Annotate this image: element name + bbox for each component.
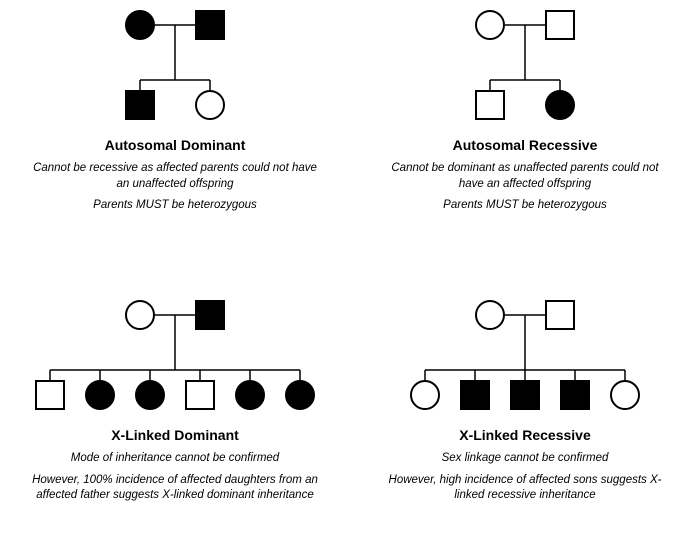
child-3 (511, 381, 539, 409)
child-4 (186, 381, 214, 409)
parent-1 (476, 301, 504, 329)
panel-autosomal-dominant: Autosomal Dominant Cannot be recessive a… (0, 0, 350, 220)
child-1 (36, 381, 64, 409)
title-x-linked-dominant: X-Linked Dominant (0, 427, 350, 443)
child-2 (196, 91, 224, 119)
child-1 (126, 91, 154, 119)
child-4 (561, 381, 589, 409)
desc2-autosomal-recessive: Parents MUST be heterozygous (380, 198, 670, 214)
parent-1 (126, 11, 154, 39)
panel-x-linked-recessive: X-Linked Recessive Sex linkage cannot be… (350, 290, 700, 510)
desc2-x-linked-dominant: However, 100% incidence of affected daug… (30, 473, 320, 504)
desc2-x-linked-recessive: However, high incidence of affected sons… (380, 473, 670, 504)
child-2 (461, 381, 489, 409)
panel-autosomal-recessive: Autosomal Recessive Cannot be dominant a… (350, 0, 700, 220)
desc1-autosomal-dominant: Cannot be recessive as affected parents … (30, 161, 320, 192)
panel-x-linked-dominant: X-Linked Dominant Mode of inheritance ca… (0, 290, 350, 510)
child-3 (136, 381, 164, 409)
title-x-linked-recessive: X-Linked Recessive (350, 427, 700, 443)
child-5 (611, 381, 639, 409)
desc1-x-linked-recessive: Sex linkage cannot be confirmed (380, 451, 670, 467)
desc1-autosomal-recessive: Cannot be dominant as unaffected parents… (380, 161, 670, 192)
title-autosomal-recessive: Autosomal Recessive (350, 137, 700, 153)
pedigree-autosomal-recessive (425, 0, 625, 129)
child-6 (286, 381, 314, 409)
child-1 (411, 381, 439, 409)
parent-2 (546, 301, 574, 329)
parent-2 (546, 11, 574, 39)
parent-2 (196, 301, 224, 329)
parent-1 (476, 11, 504, 39)
pedigree-x-linked-dominant (16, 290, 334, 419)
title-autosomal-dominant: Autosomal Dominant (0, 137, 350, 153)
child-5 (236, 381, 264, 409)
pedigree-autosomal-dominant (75, 0, 275, 129)
child-1 (476, 91, 504, 119)
desc1-x-linked-dominant: Mode of inheritance cannot be confirmed (30, 451, 320, 467)
parent-2 (196, 11, 224, 39)
child-2 (86, 381, 114, 409)
parent-1 (126, 301, 154, 329)
pedigree-x-linked-recessive (391, 290, 659, 419)
child-2 (546, 91, 574, 119)
desc2-autosomal-dominant: Parents MUST be heterozygous (30, 198, 320, 214)
